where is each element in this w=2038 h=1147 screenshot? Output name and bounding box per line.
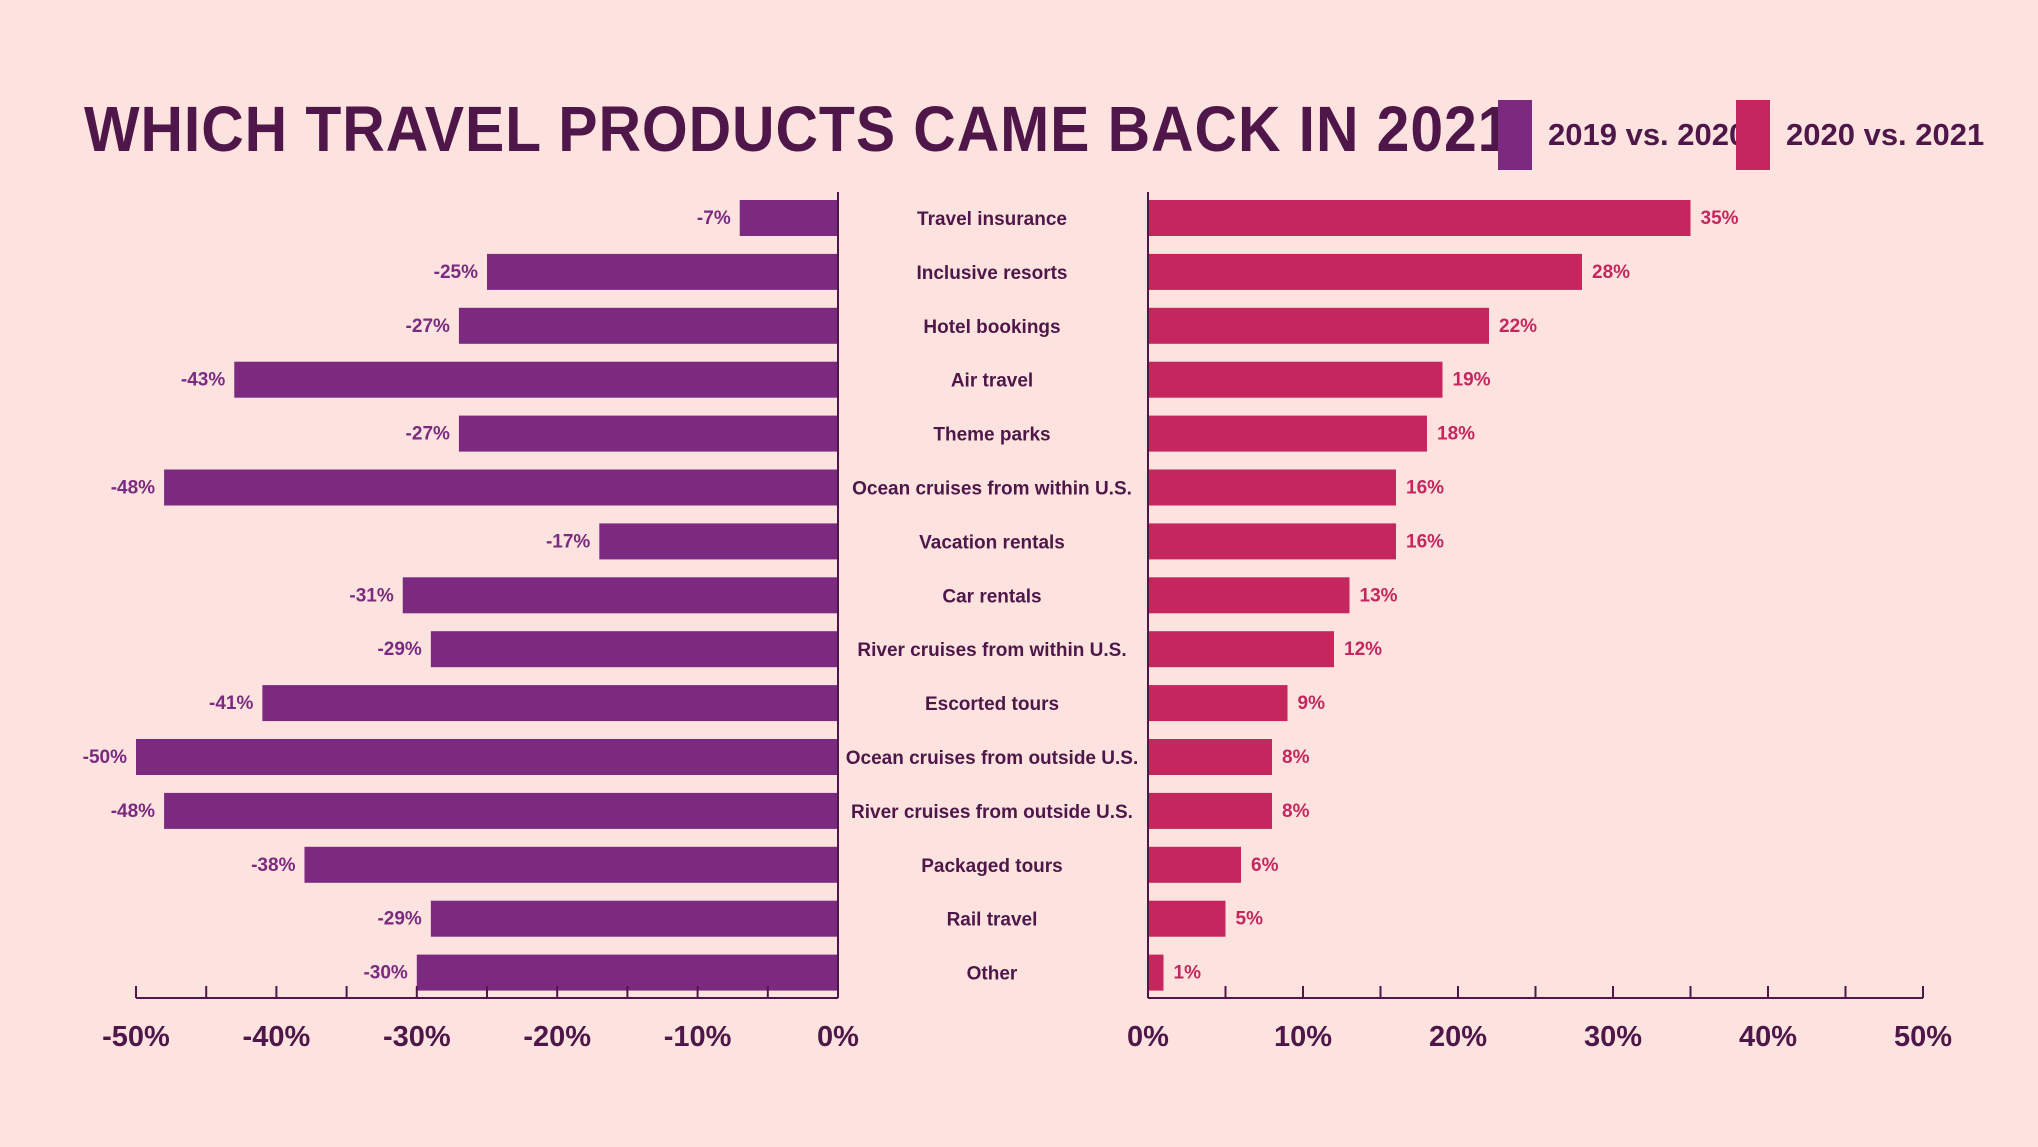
bar-series-1-row-6 bbox=[164, 469, 838, 506]
data-label-series-2-row-5: 18% bbox=[1437, 424, 1475, 445]
data-label-series-1-row-2: -25% bbox=[434, 262, 478, 283]
legend-label-series-1: 2019 vs. 2020 bbox=[1548, 117, 1747, 152]
data-label-series-1-row-3: -27% bbox=[406, 316, 450, 337]
bar-series-1-row-2 bbox=[487, 253, 838, 290]
legend-label-series-2: 2020 vs. 2021 bbox=[1786, 117, 1985, 152]
data-label-series-2-row-7: 16% bbox=[1406, 531, 1444, 552]
bar-series-2-row-5 bbox=[1148, 415, 1427, 452]
data-label-series-1-row-9: -29% bbox=[377, 639, 421, 660]
data-label-series-1-row-15: -30% bbox=[363, 963, 407, 984]
bar-series-2-row-3 bbox=[1148, 307, 1489, 344]
right-axis-tick-label: 0% bbox=[1127, 1021, 1169, 1053]
bar-series-2-row-4 bbox=[1148, 361, 1443, 398]
bar-series-2-row-7 bbox=[1148, 523, 1396, 560]
bar-series-2-row-14 bbox=[1148, 900, 1226, 937]
bar-series-1-row-10 bbox=[262, 685, 838, 722]
data-label-series-2-row-14: 5% bbox=[1236, 909, 1264, 930]
data-label-series-1-row-13: -38% bbox=[251, 855, 295, 876]
category-label-row-9: River cruises from within U.S. bbox=[857, 640, 1126, 661]
bar-series-2-row-8 bbox=[1148, 577, 1350, 614]
bar-series-2-row-12 bbox=[1148, 792, 1272, 829]
left-axis-tick-label: -10% bbox=[664, 1021, 732, 1053]
left-axis-tick-label: -40% bbox=[243, 1021, 311, 1053]
data-label-series-1-row-1: -7% bbox=[697, 208, 731, 229]
bar-series-2-row-1 bbox=[1148, 200, 1691, 236]
data-label-series-1-row-6: -48% bbox=[111, 478, 155, 499]
bar-series-2-row-6 bbox=[1148, 469, 1396, 506]
category-label-row-15: Other bbox=[967, 964, 1018, 985]
chart-title: WHICH TRAVEL PRODUCTS CAME BACK IN 2021 bbox=[84, 93, 1512, 165]
data-label-series-2-row-2: 28% bbox=[1592, 262, 1630, 283]
right-axis-tick-label: 40% bbox=[1739, 1021, 1797, 1053]
left-axis-tick-label: 0% bbox=[817, 1021, 859, 1053]
category-label-row-8: Car rentals bbox=[942, 586, 1041, 607]
category-label-row-4: Air travel bbox=[951, 371, 1033, 392]
data-label-series-1-row-8: -31% bbox=[349, 585, 393, 606]
data-label-series-2-row-9: 12% bbox=[1344, 639, 1382, 660]
bar-series-2-row-11 bbox=[1148, 739, 1272, 775]
bar-series-1-row-4 bbox=[234, 361, 838, 398]
category-label-row-5: Theme parks bbox=[933, 425, 1050, 446]
bar-series-1-row-7 bbox=[599, 523, 838, 560]
category-label-row-7: Vacation rentals bbox=[919, 532, 1065, 553]
bar-series-2-row-10 bbox=[1148, 685, 1288, 722]
data-label-series-1-row-4: -43% bbox=[181, 370, 225, 391]
data-label-series-2-row-6: 16% bbox=[1406, 478, 1444, 499]
category-label-row-11: Ocean cruises from outside U.S. bbox=[846, 748, 1138, 769]
left-axis-tick-label: -30% bbox=[383, 1021, 451, 1053]
data-label-series-2-row-12: 8% bbox=[1282, 801, 1310, 822]
bar-series-2-row-9 bbox=[1148, 631, 1334, 668]
data-label-series-2-row-1: 35% bbox=[1701, 208, 1739, 229]
right-axis-tick-label: 30% bbox=[1584, 1021, 1642, 1053]
bar-series-2-row-13 bbox=[1148, 846, 1241, 883]
bar-series-1-row-12 bbox=[164, 792, 838, 829]
category-label-row-2: Inclusive resorts bbox=[916, 263, 1067, 284]
data-label-series-1-row-11: -50% bbox=[83, 747, 127, 768]
data-label-series-2-row-11: 8% bbox=[1282, 747, 1310, 768]
bar-series-1-row-5 bbox=[458, 415, 838, 452]
bar-series-1-row-14 bbox=[430, 900, 838, 937]
bar-series-1-row-1 bbox=[739, 200, 838, 236]
legend-swatch-series-2 bbox=[1736, 100, 1770, 170]
right-axis-tick-label: 20% bbox=[1429, 1021, 1487, 1053]
left-axis-tick-label: -50% bbox=[102, 1021, 170, 1053]
bar-series-2-row-15 bbox=[1148, 954, 1164, 991]
category-label-row-3: Hotel bookings bbox=[923, 317, 1060, 338]
bar-series-1-row-3 bbox=[458, 307, 838, 344]
data-label-series-2-row-3: 22% bbox=[1499, 316, 1537, 337]
bar-series-1-row-15 bbox=[416, 954, 838, 991]
data-label-series-1-row-5: -27% bbox=[406, 424, 450, 445]
data-label-series-2-row-4: 19% bbox=[1453, 370, 1491, 391]
left-axis-tick-label: -20% bbox=[523, 1021, 591, 1053]
bar-series-1-row-13 bbox=[304, 846, 839, 883]
category-label-row-13: Packaged tours bbox=[921, 856, 1063, 877]
data-label-series-1-row-12: -48% bbox=[111, 801, 155, 822]
right-axis-tick-label: 10% bbox=[1274, 1021, 1332, 1053]
bar-series-1-row-8 bbox=[402, 577, 838, 614]
data-label-series-2-row-8: 13% bbox=[1360, 585, 1398, 606]
data-label-series-2-row-13: 6% bbox=[1251, 855, 1279, 876]
data-label-series-1-row-10: -41% bbox=[209, 693, 253, 714]
legend-item-series-2: 2020 vs. 2021 bbox=[1736, 100, 1984, 170]
legend-swatch-series-1 bbox=[1498, 100, 1532, 170]
category-label-row-14: Rail travel bbox=[947, 910, 1038, 931]
data-label-series-2-row-15: 1% bbox=[1174, 963, 1202, 984]
bar-series-2-row-2 bbox=[1148, 253, 1582, 290]
legend-item-series-1: 2019 vs. 2020 bbox=[1498, 100, 1746, 170]
data-label-series-2-row-10: 9% bbox=[1298, 693, 1326, 714]
category-label-row-6: Ocean cruises from within U.S. bbox=[852, 479, 1132, 500]
bar-series-1-row-11 bbox=[136, 739, 838, 775]
category-label-row-10: Escorted tours bbox=[925, 694, 1059, 715]
category-label-row-1: Travel insurance bbox=[917, 209, 1067, 230]
data-label-series-1-row-14: -29% bbox=[377, 909, 421, 930]
bar-series-1-row-9 bbox=[430, 631, 838, 668]
data-label-series-1-row-7: -17% bbox=[546, 531, 590, 552]
right-axis-tick-label: 50% bbox=[1894, 1021, 1952, 1053]
category-label-row-12: River cruises from outside U.S. bbox=[851, 802, 1133, 823]
